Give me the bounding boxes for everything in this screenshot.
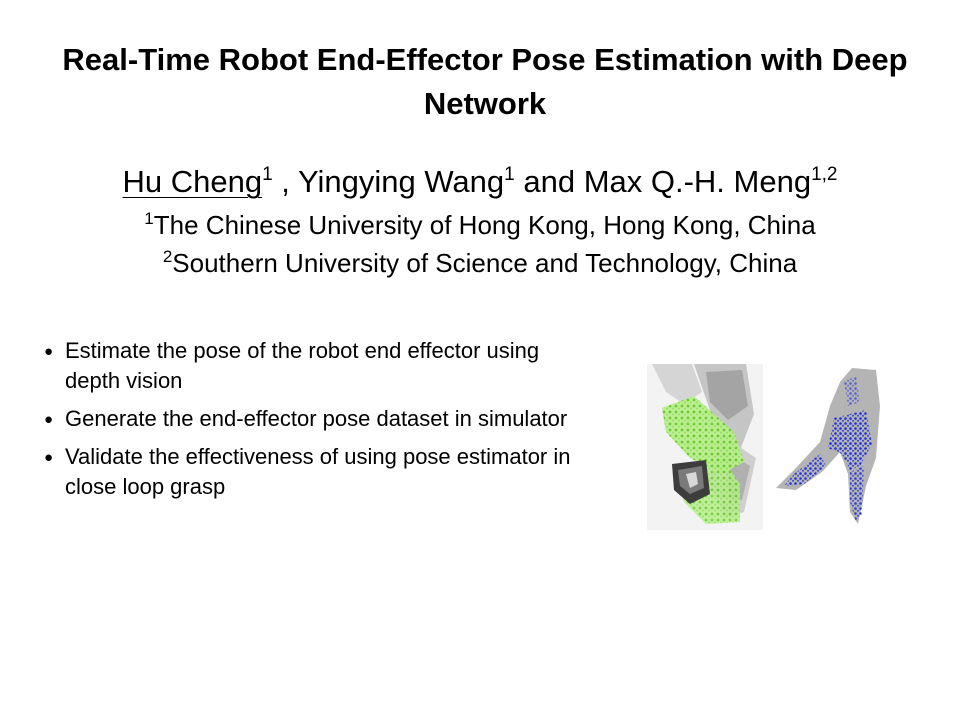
robot-depth-scene [647,364,763,530]
author-sup-2: 1 [504,164,515,185]
gripper-pointcloud-scene [776,368,880,524]
bullet-list: ● Estimate the pose of the robot end effe… [44,336,584,510]
author-sup-1: 1 [262,164,273,185]
author-name-2: Yingying Wang [297,164,505,199]
bullet-item: ● Generate the end-effector pose dataset … [44,404,584,434]
paper-title: Real-Time Robot End-Effector Pose Estima… [62,42,908,121]
author-name-3: Max Q.-H. Meng [583,164,812,199]
affiliation-text-1: The Chinese University of Hong Kong, Hon… [153,210,816,240]
bullet-dot-icon: ● [44,449,54,466]
point-cloud-illustration [647,364,880,530]
bullet-dot-icon: ● [44,343,54,360]
author-name-1: Hu Cheng [122,164,263,199]
bullet-dot-icon: ● [44,411,54,428]
affiliation-1: 1The Chinese University of Hong Kong, Ho… [0,208,960,242]
bullet-text: Validate the effectiveness of using pose… [65,444,571,499]
pose-estimation-figure [644,362,884,532]
bullet-text: Generate the end-effector pose dataset i… [65,406,568,431]
bullet-text: Estimate the pose of the robot end effec… [65,338,540,393]
author-separator-2: and [514,164,584,199]
author-sup-3: 1,2 [811,164,838,185]
affiliation-2: 2Southern University of Science and Tech… [0,246,960,280]
affiliation-sup-2: 2 [162,247,173,266]
author-line: Hu Cheng1 , Yingying Wang1 and Max Q.-H.… [0,162,960,202]
affiliation-text-2: Southern University of Science and Techn… [172,248,798,278]
bullet-item: ● Validate the effectiveness of using pos… [44,442,584,502]
bullet-item: ● Estimate the pose of the robot end effe… [44,336,584,396]
affiliation-sup-1: 1 [144,209,154,228]
author-separator-1: , [272,164,298,199]
